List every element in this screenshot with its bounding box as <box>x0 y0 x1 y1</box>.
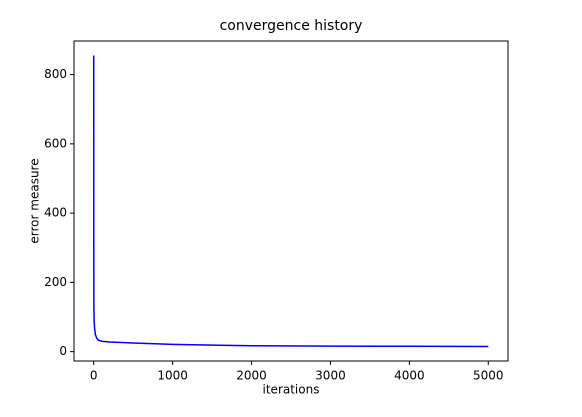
x-tick-label: 5000 <box>473 369 504 383</box>
y-tick-label: 0 <box>59 344 67 358</box>
y-tick-label: 400 <box>44 206 67 220</box>
x-tick-label: 4000 <box>394 369 425 383</box>
y-tick-label: 800 <box>44 67 67 81</box>
plot-frame <box>73 40 509 362</box>
x-tick-label: 1000 <box>157 369 188 383</box>
y-axis-label: error measure <box>28 158 42 243</box>
y-tick-label: 200 <box>44 275 67 289</box>
x-tick-label: 3000 <box>315 369 346 383</box>
line-series <box>92 55 489 348</box>
chart-title: convergence history <box>220 18 363 34</box>
y-tick-label: 600 <box>44 136 67 150</box>
x-axis-label: iterations <box>263 383 320 397</box>
x-tick-label: 2000 <box>236 369 267 383</box>
x-tick-label: 0 <box>90 369 98 383</box>
